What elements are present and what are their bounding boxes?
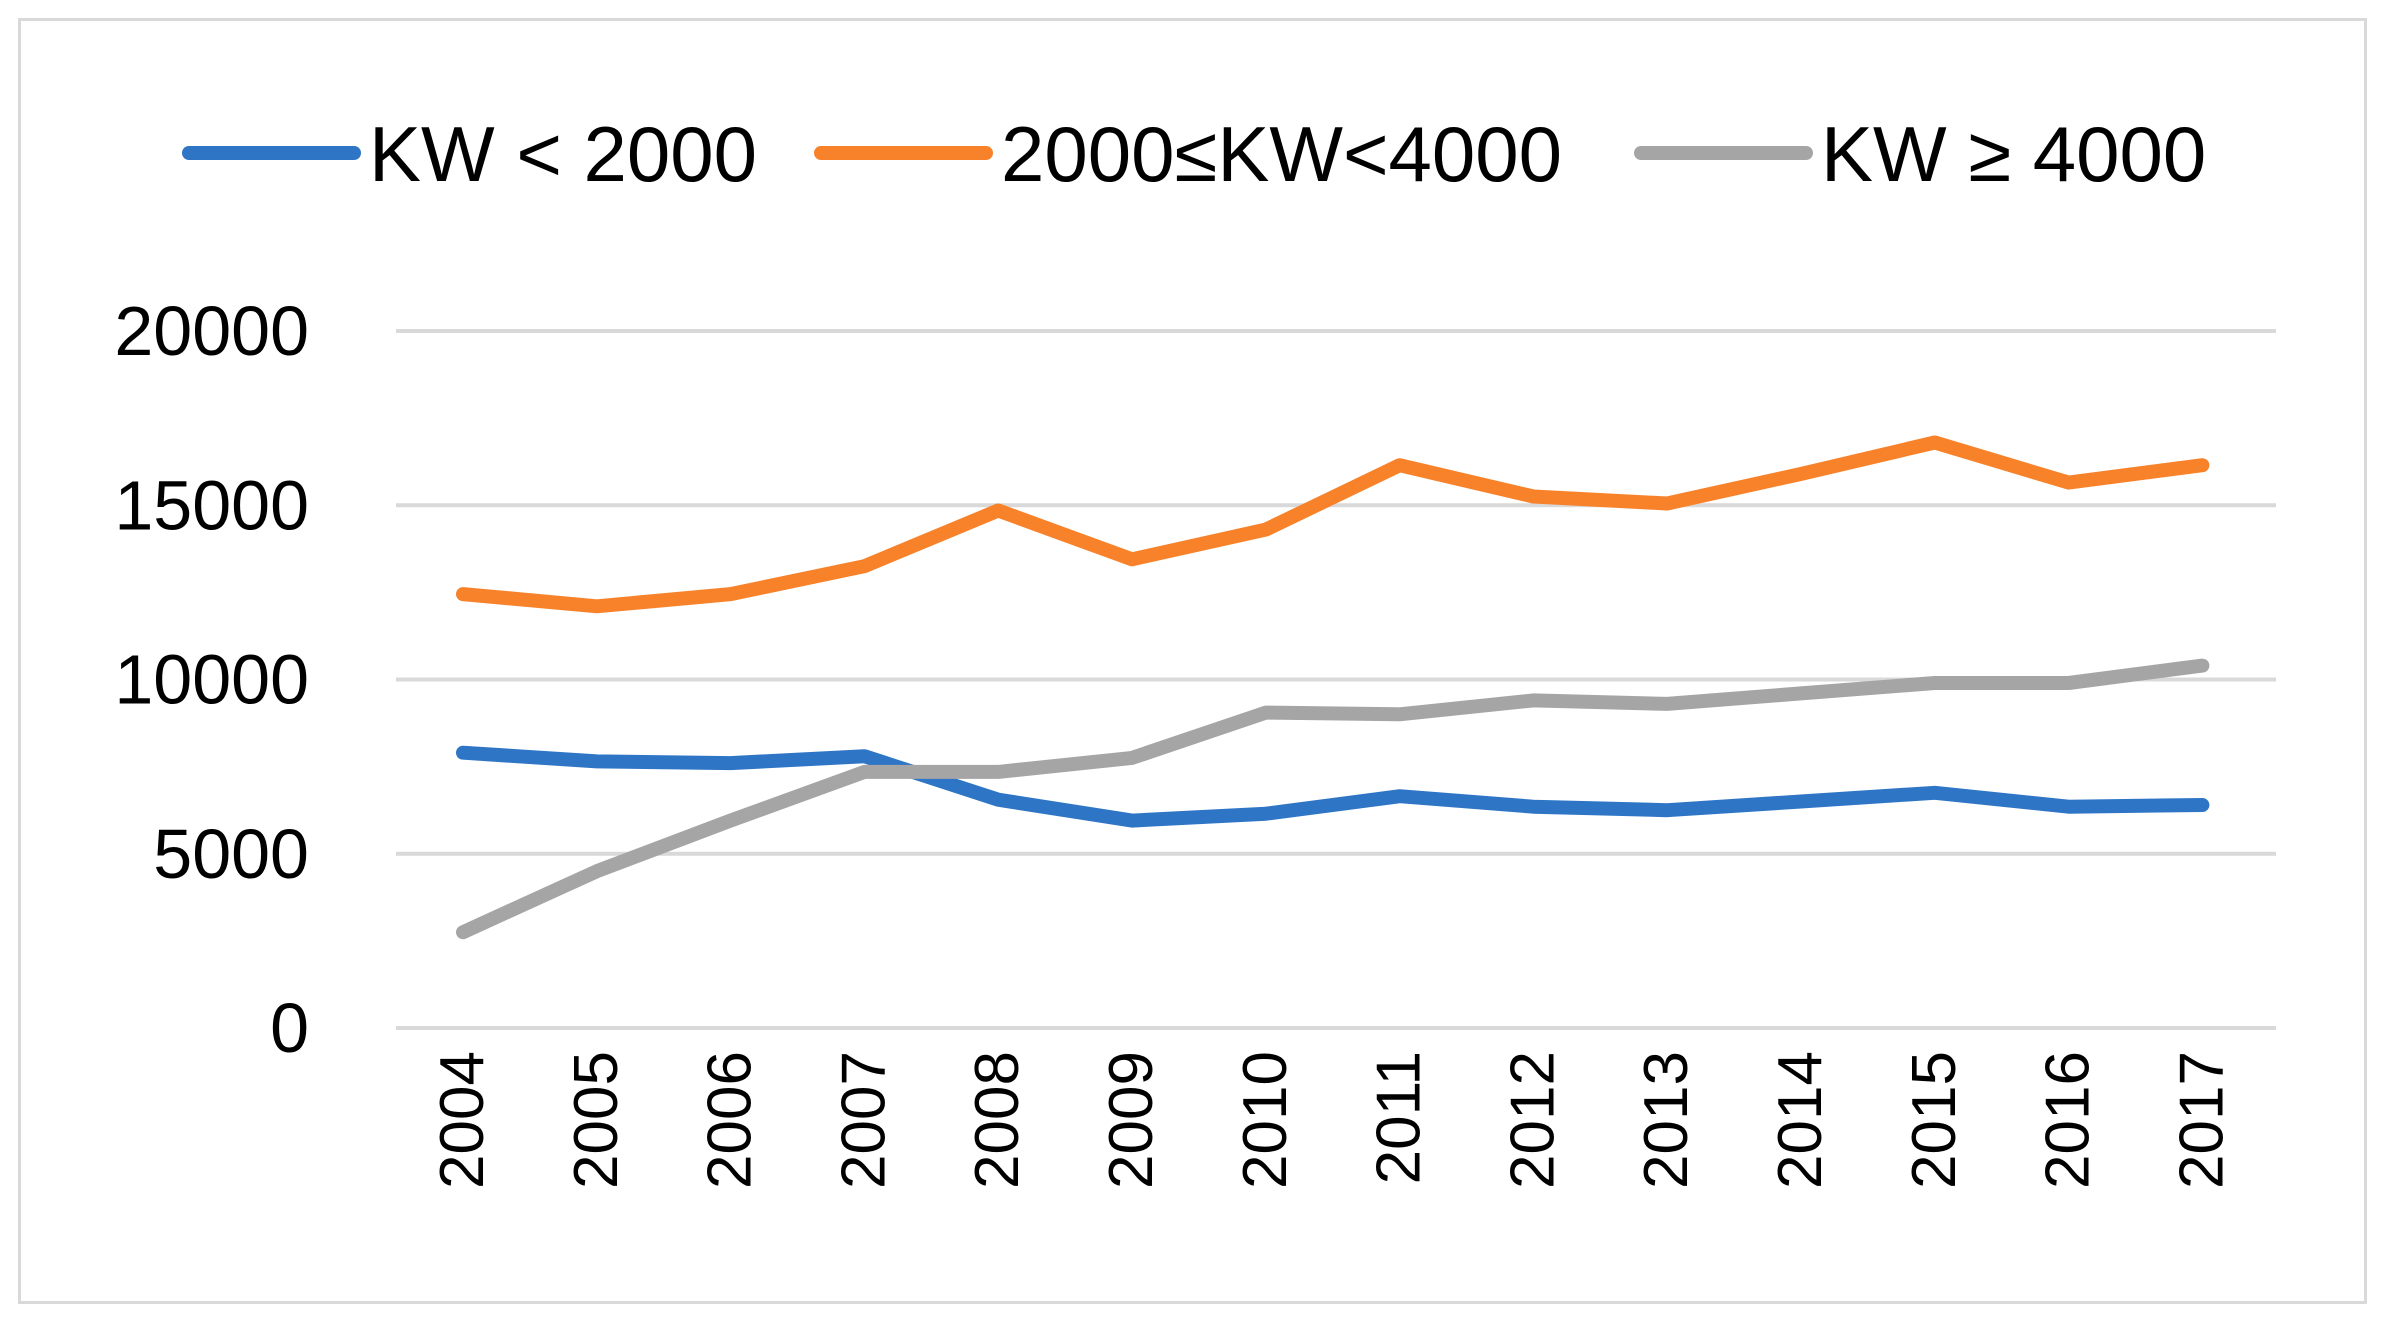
- x-tick-label: 2016: [2034, 1051, 2103, 1189]
- y-tick-label: 20000: [114, 292, 309, 370]
- series-line-3: [456, 658, 2210, 940]
- x-tick-label: 2006: [696, 1051, 765, 1189]
- x-tick-label: 2008: [963, 1051, 1032, 1189]
- x-tick-label: 2012: [1498, 1051, 1567, 1189]
- x-tick-label: 2007: [829, 1051, 898, 1189]
- legend: KW < 2000 2000≤KW<4000 KW ≥ 4000: [182, 110, 2206, 198]
- x-tick-label: 2011: [1365, 1051, 1434, 1184]
- y-tick-label: 0: [270, 989, 309, 1067]
- y-tick-label: 15000: [114, 466, 309, 544]
- x-tick-label: 2005: [562, 1051, 631, 1189]
- y-tick-label: 10000: [114, 641, 309, 719]
- series-lines: [456, 435, 2210, 940]
- x-tick-label: 2010: [1231, 1051, 1300, 1189]
- x-tick-label: 2004: [428, 1051, 497, 1189]
- gridlines: [396, 329, 2276, 1030]
- x-tick-label: 2013: [1632, 1051, 1701, 1189]
- y-tick-label: 5000: [153, 815, 309, 893]
- x-axis-ticks: 2004 2005 2006 2007 2008 2009 2010 2011 2012 2013…: [428, 1051, 2236, 1189]
- legend-label-3: KW ≥ 4000: [1821, 110, 2206, 198]
- series-line-1: [456, 745, 2210, 828]
- x-tick-label: 2014: [1766, 1051, 1835, 1189]
- chart-frame: 0 5000 10000 15000 20000 2004 2005 2006 2007 200…: [18, 18, 2367, 1304]
- x-tick-label: 2009: [1097, 1051, 1166, 1189]
- x-tick-label: 2015: [1900, 1051, 1969, 1189]
- series-line-2: [456, 435, 2210, 614]
- y-axis-ticks: 0 5000 10000 15000 20000: [114, 292, 309, 1067]
- legend-label-1: KW < 2000: [369, 110, 757, 198]
- legend-label-2: 2000≤KW<4000: [1001, 110, 1562, 198]
- x-tick-label: 2017: [2167, 1051, 2236, 1189]
